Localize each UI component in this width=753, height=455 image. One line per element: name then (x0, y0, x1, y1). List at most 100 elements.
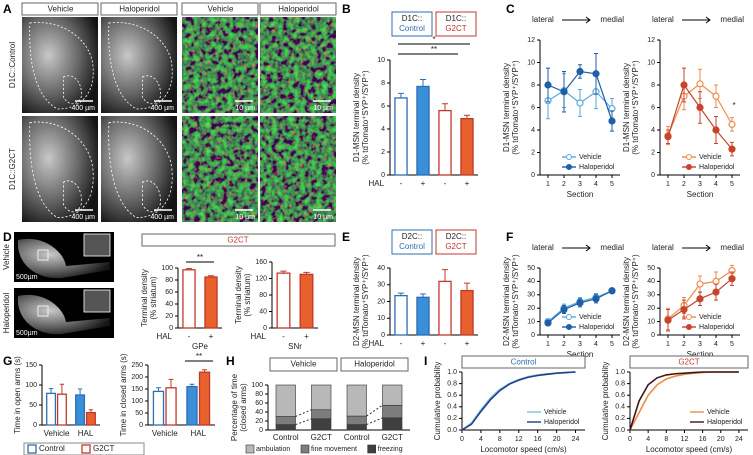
series-line (461, 371, 576, 431)
direction-label: medial (720, 243, 744, 252)
x-tick-label: 20 (717, 436, 725, 443)
bar (460, 289, 474, 336)
y-tick-label: 0 (531, 332, 535, 339)
legend-marker (686, 164, 692, 170)
x-tick-label: 4 (479, 436, 483, 443)
legend-label: freezing (378, 446, 403, 453)
y-tick-label: 8 (531, 82, 535, 89)
y-tick-label: 20 (255, 418, 263, 425)
scale-bar-label: 400 µm (151, 105, 175, 112)
x-axis-label: Section (567, 350, 594, 359)
scale-bar-label: 10 µm (235, 105, 255, 112)
direction-label: lateral (652, 15, 674, 24)
marker (664, 316, 672, 324)
y-tick-label: 100 (161, 265, 173, 272)
x-tick-label: 3 (578, 181, 582, 188)
x-tick-label: 8 (664, 436, 668, 443)
legend-marker (566, 164, 572, 170)
brain-section (17, 238, 111, 279)
y-tick-label: 0.4 (447, 404, 457, 411)
bar (276, 272, 291, 329)
x-axis-label: Section (687, 350, 714, 359)
panel-label: B (342, 2, 351, 16)
x-tick-label: + (421, 179, 426, 188)
y-axis-label: D1-MSN terminal density (352, 73, 361, 162)
y-tick-label: 1.0 (615, 369, 625, 376)
x-axis-label: Section (567, 190, 594, 199)
group-label: Haloperidol (354, 360, 395, 369)
x-tick-label: 2 (682, 341, 686, 348)
marker (728, 275, 736, 283)
x-tick-label: 2 (562, 341, 566, 348)
legend-label: Vehicle (579, 314, 602, 321)
y-tick-label: 60 (255, 400, 263, 407)
bar-segment (275, 424, 296, 431)
x-tick-label: 2 (682, 181, 686, 188)
y-tick-label: 30 (647, 292, 655, 299)
legend-label: Haloperidol (699, 164, 735, 171)
x-tick-label: 4 (646, 436, 650, 443)
y-axis-label: Cumulative probability (433, 362, 442, 441)
group-label-box (391, 229, 433, 255)
marker (712, 92, 720, 100)
y-tick-label: 2 (381, 149, 385, 156)
y-tick-label: 50 (29, 402, 37, 409)
bar (438, 109, 452, 176)
bar (85, 411, 96, 426)
x-tick-label: HAL (78, 429, 94, 438)
y-axis-label: (% striatum) (149, 276, 158, 319)
x-axis-label: Section (687, 190, 714, 199)
bar (152, 390, 165, 426)
bar-segment (311, 384, 332, 411)
x-tick-label: + (421, 339, 426, 348)
y-tick-label: 8 (381, 80, 385, 87)
significance: * (732, 101, 735, 110)
x-tick-label: Vehicle (44, 429, 70, 438)
inset-marker (37, 249, 49, 261)
y-tick-label: 100 (25, 382, 37, 389)
row-label: HAL (368, 339, 384, 348)
x-tick-label: 1 (666, 341, 670, 348)
y-tick-label: 6 (531, 104, 535, 111)
error-bar (419, 79, 427, 87)
y-axis-label: D2-MSN terminal density (622, 257, 631, 346)
y-tick-label: 20 (165, 313, 173, 320)
y-tick-label: 120 (255, 275, 267, 282)
column-header: Vehicle (48, 5, 74, 14)
error-bar (397, 292, 405, 296)
panel-label: D (3, 230, 12, 244)
y-tick-label: 30 (527, 292, 535, 299)
marker (712, 126, 720, 134)
y-tick-label: 0 (33, 422, 37, 429)
legend-label: ambulation (256, 446, 290, 453)
y-axis-label: (closed arms) (239, 383, 248, 432)
legend-marker (566, 314, 572, 320)
y-tick-label: 80 (165, 277, 173, 284)
y-tick-label: 20 (647, 305, 655, 312)
bar (46, 392, 57, 426)
x-tick-label: + (209, 332, 214, 341)
bar (416, 296, 430, 336)
legend-marker (686, 324, 692, 330)
y-axis-label: D2-MSN terminal density (502, 257, 511, 346)
y-axis-label: D2-MSN terminal density (352, 257, 361, 346)
group-label-box (340, 357, 409, 372)
legend-label: Vehicle (699, 154, 722, 161)
y-tick-label: 12 (527, 37, 535, 44)
group-label: D2C:: (446, 232, 466, 241)
legend-swatch (300, 444, 310, 454)
bar (394, 97, 408, 176)
y-axis-label: Time in open arms (s) (13, 356, 22, 434)
legend-label: Haloperidol (707, 419, 743, 426)
y-tick-label: 50 (647, 265, 655, 272)
y-axis-label: Time in closed arms (s) (119, 353, 128, 436)
x-tick-label: G2CT (311, 433, 332, 442)
brain-section (17, 294, 111, 335)
bar-segment (382, 404, 403, 419)
marker (712, 277, 720, 285)
bar-segment (382, 417, 403, 431)
marker (592, 295, 600, 303)
marker (696, 103, 704, 112)
group-label: D1C:: (446, 14, 466, 23)
bar (182, 269, 196, 329)
